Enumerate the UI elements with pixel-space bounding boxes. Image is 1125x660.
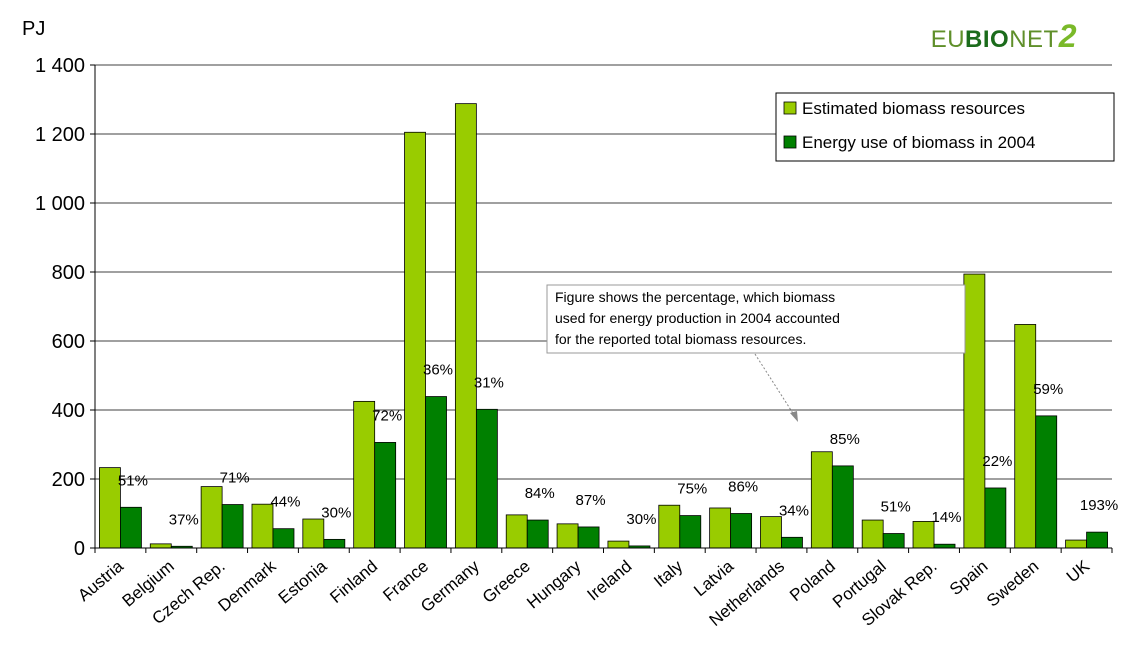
bar-energy-use-4 xyxy=(323,538,346,549)
y-tick-label: 400 xyxy=(52,400,85,422)
percent-label: 193% xyxy=(1080,497,1118,514)
bar-energy-use-7 xyxy=(475,408,498,549)
y-axis-label: PJ xyxy=(22,18,45,40)
bar-energy-use-11 xyxy=(679,515,702,549)
x-tick-label: Hungary xyxy=(523,556,585,612)
annotation-line-2: used for energy production in 2004 accou… xyxy=(555,310,840,326)
eubionet-logo: EUBIONET2 xyxy=(930,18,1077,54)
bar-energy-use-5 xyxy=(374,442,397,549)
annotation-line-1: Figure shows the percentage, which bioma… xyxy=(555,289,835,305)
bar-estimated-12 xyxy=(709,507,732,549)
y-tick-label: 200 xyxy=(52,469,85,491)
bar-estimated-7 xyxy=(454,103,477,549)
y-tick-labels: 0 200 400 600 800 1 000 1 200 1 400 xyxy=(35,55,85,560)
percent-label: 84% xyxy=(525,485,555,502)
bar-energy-use-17 xyxy=(984,487,1007,549)
percent-label: 85% xyxy=(830,431,860,448)
x-tick-label: Finland xyxy=(326,557,381,607)
bar-energy-use-15 xyxy=(882,533,905,549)
y-tick-label: 600 xyxy=(52,331,85,353)
x-tick-label: Denmark xyxy=(215,556,280,615)
annotation-line-3: for the reported total biomass resources… xyxy=(555,331,806,347)
bar-estimated-6 xyxy=(404,131,426,549)
bar-energy-use-18 xyxy=(1035,415,1058,549)
y-tick-label: 0 xyxy=(74,538,85,560)
bar-energy-use-16 xyxy=(933,543,956,549)
bar-estimated-19 xyxy=(1065,539,1087,549)
bar-energy-use-13 xyxy=(781,536,803,549)
bar-estimated-8 xyxy=(505,514,528,549)
percent-label: 86% xyxy=(728,479,758,496)
percent-label: 75% xyxy=(677,481,707,498)
bar-estimated-17 xyxy=(963,273,986,549)
legend-label-energy-use: Energy use of biomass in 2004 xyxy=(802,133,1035,152)
annotation-arrow xyxy=(754,353,798,422)
bar-energy-use-9 xyxy=(577,526,600,549)
percent-label: 34% xyxy=(779,502,809,519)
percent-label: 22% xyxy=(982,453,1012,470)
percent-label: 30% xyxy=(626,511,656,528)
legend-label-estimated: Estimated biomass resources xyxy=(802,99,1025,118)
percent-label: 59% xyxy=(1033,381,1063,398)
percent-label: 36% xyxy=(423,362,453,379)
bar-energy-use-3 xyxy=(272,528,295,549)
bar-energy-use-0 xyxy=(120,506,142,549)
bar-energy-use-6 xyxy=(425,396,447,549)
percent-label: 37% xyxy=(169,511,199,528)
percent-label: 87% xyxy=(576,492,606,509)
y-tick-label: 1 000 xyxy=(35,193,85,215)
x-tick-label: Estonia xyxy=(275,556,331,607)
percent-label: 31% xyxy=(474,374,504,391)
bar-estimated-2 xyxy=(200,486,223,549)
bar-estimated-18 xyxy=(1014,324,1037,549)
legend: Estimated biomass resources Energy use o… xyxy=(775,92,1115,162)
bar-estimated-1 xyxy=(149,543,172,549)
percent-label: 30% xyxy=(321,504,351,521)
bar-energy-use-12 xyxy=(730,513,753,549)
bar-estimated-9 xyxy=(556,523,579,549)
bar-energy-use-19 xyxy=(1086,531,1108,549)
percent-label: 71% xyxy=(220,470,250,487)
bar-estimated-11 xyxy=(658,504,681,549)
y-tick-label: 800 xyxy=(52,262,85,284)
x-tick-label: UK xyxy=(1063,556,1094,586)
bar-estimated-10 xyxy=(607,540,630,549)
legend-swatch-estimated xyxy=(783,101,797,115)
bar-estimated-13 xyxy=(760,516,782,549)
x-tick-label: Spain xyxy=(946,557,992,600)
y-tick-label: 1 200 xyxy=(35,124,85,146)
legend-swatch-energy-use xyxy=(783,135,797,149)
x-tick-label: Sweden xyxy=(983,557,1042,611)
bar-energy-use-14 xyxy=(831,465,854,549)
annotation-box: Figure shows the percentage, which bioma… xyxy=(546,284,966,354)
x-tick-label: Italy xyxy=(650,556,686,591)
y-tick-label: 1 400 xyxy=(35,55,85,77)
percent-label: 51% xyxy=(881,499,911,516)
bar-estimated-15 xyxy=(861,519,884,549)
percent-label: 44% xyxy=(270,494,300,511)
bar-estimated-4 xyxy=(302,518,325,549)
bar-estimated-3 xyxy=(251,503,274,549)
bar-energy-use-8 xyxy=(526,519,549,549)
percent-label: 14% xyxy=(932,509,962,526)
bar-energy-use-2 xyxy=(221,504,244,549)
x-tick-label: Ireland xyxy=(583,557,635,605)
percent-label: 51% xyxy=(118,472,148,489)
percent-label: 72% xyxy=(372,407,402,424)
bars xyxy=(99,103,1108,549)
bar-estimated-14 xyxy=(810,451,833,549)
percent-labels: 51% 37% 71% 44% 30% 72% 36% 31% 84% 87% 30% 75% 86% 3… xyxy=(118,362,1118,529)
